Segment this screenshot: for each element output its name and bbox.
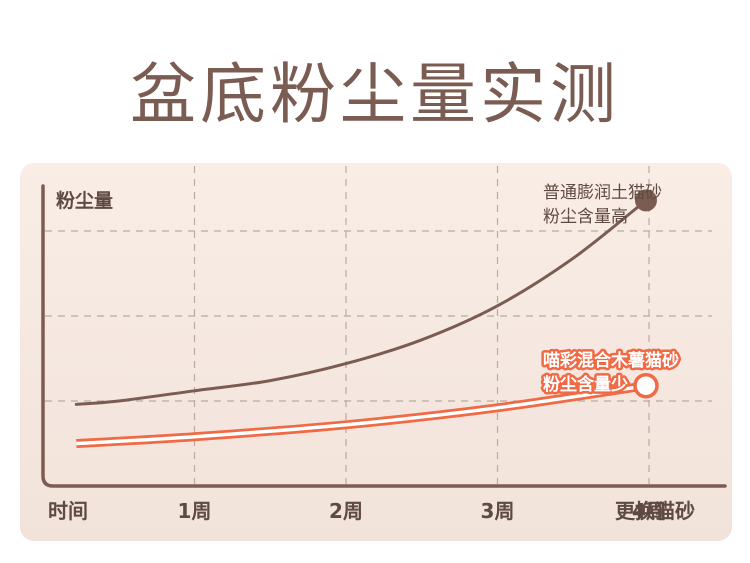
x-tick-label: 1周 — [178, 499, 212, 523]
x-tick-label: 3周 — [481, 499, 515, 523]
x-origin-label: 时间 — [48, 499, 88, 523]
axis-line — [41, 184, 727, 488]
axes — [41, 184, 727, 488]
series-line-high — [74, 198, 648, 406]
series-low-name: 喵彩混合木薯猫砂 — [543, 350, 679, 371]
x-tick-label: 2周 — [329, 499, 363, 523]
series-line-low — [76, 383, 647, 446]
series-high-note: 粉尘含量高 — [543, 207, 628, 227]
series-low-end-point — [633, 372, 659, 399]
series-low-note: 粉尘含量少 — [543, 374, 628, 395]
x-axis-label: 更换猫砂 — [615, 499, 695, 523]
x-tick-labels: 1周 2周 3周 4周 — [178, 499, 666, 523]
y-axis-label: 粉尘量 — [56, 189, 113, 212]
page-title: 盆底粉尘量实测 — [130, 56, 620, 133]
points-group — [633, 189, 659, 399]
series-high-name: 普通膨润土猫砂 — [543, 183, 662, 203]
series-group — [74, 198, 648, 448]
series-high-end-point — [634, 189, 657, 212]
grid-lines — [45, 166, 712, 484]
x-tick-label: 4周 — [632, 499, 666, 523]
